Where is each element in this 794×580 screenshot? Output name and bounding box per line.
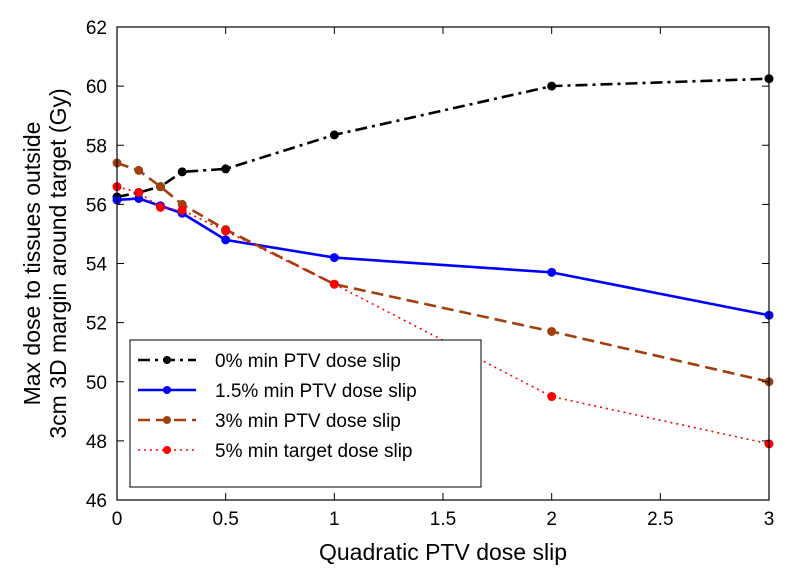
legend-label: 1.5% min PTV dose slip <box>215 381 417 402</box>
series-3 <box>112 182 774 449</box>
x-tick-label: 0.5 <box>212 509 238 530</box>
legend-marker <box>163 446 171 454</box>
y-tick-label: 62 <box>86 18 107 39</box>
data-point <box>221 226 231 236</box>
data-point <box>547 392 557 402</box>
legend-marker <box>163 416 171 424</box>
data-point <box>547 81 557 91</box>
plot-frame <box>116 26 770 501</box>
y-axis-label-line-1: Max dose to tissues outside <box>19 122 45 406</box>
legend-marker <box>163 386 171 394</box>
data-point <box>134 165 144 175</box>
legend-entry: 0% min PTV dose slip <box>138 351 401 372</box>
x-tick-label: 3 <box>764 509 775 530</box>
data-point <box>221 235 231 245</box>
legend-entry: 1.5% min PTV dose slip <box>138 381 417 402</box>
data-point <box>329 130 339 140</box>
data-point <box>177 167 187 177</box>
series-line <box>116 161 770 384</box>
y-tick-label: 60 <box>86 77 107 98</box>
legend-entry: 3% min PTV dose slip <box>138 411 401 432</box>
y-tick-label: 52 <box>86 314 107 335</box>
data-point <box>221 164 231 174</box>
legend-box <box>129 339 482 488</box>
data-point <box>547 326 557 336</box>
y-tick-label: 56 <box>86 195 107 216</box>
y-tick-label: 58 <box>86 136 107 157</box>
x-tick-label: 1 <box>329 509 340 530</box>
y-axis-label-line-2: 3cm 3D margin around target (Gy) <box>45 88 71 438</box>
data-point <box>134 188 144 198</box>
y-tick-label: 54 <box>86 255 108 276</box>
x-tick-label: 0 <box>112 509 123 530</box>
x-tick-label: 2.5 <box>647 509 673 530</box>
legend-entries: 0% min PTV dose slip 1.5% min PTV dose sl… <box>138 351 417 462</box>
y-tick-label: 48 <box>86 432 107 453</box>
data-point <box>155 202 165 212</box>
legend-marker <box>163 356 171 364</box>
data-point <box>329 279 339 289</box>
y-tick-label: 50 <box>86 373 107 394</box>
x-axis-label: Quadratic PTV dose slip <box>319 539 567 565</box>
x-tick-label: 2 <box>546 509 557 530</box>
data-point <box>329 253 339 263</box>
ticks-layer: 0 0.5 1 1.5 2 2.5 3 46 48 50 52 54 56 58 60 62 <box>86 18 774 530</box>
legend-label: 5% min target dose slip <box>215 441 413 462</box>
x-tick-label: 1.5 <box>430 509 456 530</box>
data-point <box>547 267 557 277</box>
legend: 0% min PTV dose slip 1.5% min PTV dose sl… <box>129 339 482 488</box>
data-point <box>155 182 165 192</box>
y-tick-label: 46 <box>86 491 107 512</box>
legend-entry: 5% min target dose slip <box>138 441 413 462</box>
legend-label: 0% min PTV dose slip <box>215 351 401 372</box>
data-point <box>177 205 187 215</box>
legend-label: 3% min PTV dose slip <box>215 411 401 432</box>
